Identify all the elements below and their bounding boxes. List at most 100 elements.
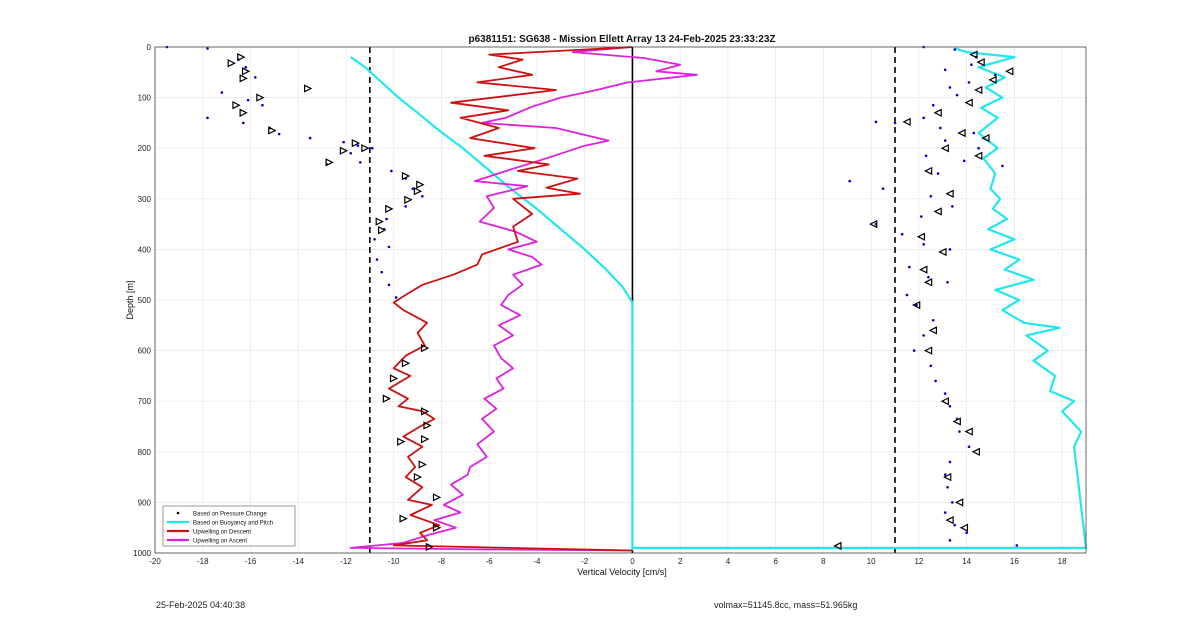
pressure-point (946, 280, 949, 284)
x-tick-label: -18 (197, 557, 209, 566)
triangle-marker (418, 460, 427, 469)
triangle-marker (401, 359, 411, 368)
x-tick-label: 16 (1010, 557, 1019, 566)
plot-frame (154, 46, 1087, 554)
x-tick-label: -14 (292, 557, 304, 566)
pressure-point (931, 318, 935, 322)
pressure-point (387, 283, 391, 287)
pressure-point (308, 136, 312, 140)
x-tick-label: 14 (962, 557, 971, 566)
upwelling-descent-line (387, 46, 633, 552)
triangle-marker (933, 108, 942, 117)
y-tick-label: 600 (138, 347, 152, 356)
buoyancy-ascent-line (632, 47, 1088, 550)
x-tick-label: -10 (388, 557, 400, 566)
pressure-point (242, 121, 245, 125)
legend: Based on Pressure Change Based on Buoyanc… (162, 505, 296, 547)
pressure-point (948, 460, 952, 464)
y-tick-label: 700 (138, 397, 152, 406)
pressure-point (375, 258, 379, 261)
triangle-marker (976, 58, 985, 67)
pressure-point (919, 215, 923, 218)
pressure-point (946, 485, 949, 489)
pressure-point (881, 187, 885, 190)
pressure-point (936, 172, 940, 175)
y-tick-label: 0 (147, 43, 152, 52)
triangle-marker (952, 417, 961, 426)
triangle-marker (868, 219, 878, 229)
chart-title: p6381151: SG638 - Mission Ellett Array 1… (468, 34, 775, 45)
pressure-point (922, 116, 925, 120)
x-tick-label: 2 (678, 557, 683, 566)
pressure-point (246, 98, 250, 102)
pressure-point (874, 120, 878, 124)
traces (349, 46, 1088, 552)
pressure-point (206, 116, 209, 120)
triangle-marker (239, 74, 248, 83)
pressure-point (922, 243, 925, 246)
y-tick-label: 300 (138, 195, 152, 204)
triangle-marker (401, 171, 411, 181)
pressure-point (953, 48, 957, 51)
triangle-marker (971, 447, 980, 456)
x-tick-label: 8 (821, 557, 826, 566)
triangle-marker (833, 541, 842, 551)
pressure-point (342, 140, 345, 144)
pressure-point (373, 237, 376, 241)
triangle-marker (964, 427, 973, 436)
pressure-point (349, 151, 353, 155)
triangle-marker (239, 108, 248, 117)
x-tick-label: -6 (486, 557, 494, 566)
y-tick-label: 200 (138, 144, 152, 153)
pressure-point (962, 159, 966, 163)
tick-labels: -20 -18 -16 -14 -12 -10 -8 -6 -4 -2 0 2 4 6 8 10 12 14 16 1… (133, 43, 1067, 566)
pressure-point (948, 86, 952, 89)
triangle-marker (351, 138, 361, 148)
pressure-point (943, 511, 947, 514)
triangle-marker (945, 189, 954, 198)
pressure-point (967, 445, 971, 449)
pressure-point (206, 47, 209, 50)
x-axis-label: Vertical Velocity [cm/s] (577, 567, 667, 577)
triangle-marker (425, 542, 435, 552)
pressure-point (948, 539, 952, 542)
legend-entry: Based on Buoyancy and Pitch (193, 521, 273, 527)
pressure-point (951, 205, 954, 208)
triangle-marker (969, 50, 978, 59)
triangle-marker (385, 204, 394, 214)
y-tick-label: 100 (138, 94, 152, 103)
triangle-marker (227, 59, 236, 68)
y-tick-label: 500 (138, 296, 152, 305)
footer-mass-info: volmax=51145.8cc, mass=51.965kg (714, 600, 858, 610)
triangle-marker (241, 67, 251, 76)
x-tick-label: 6 (773, 557, 778, 566)
pressure-point (394, 296, 398, 299)
y-tick-label: 400 (138, 245, 152, 254)
triangle-marker (923, 346, 933, 355)
y-tick-label: 900 (138, 498, 152, 507)
pressure-point (924, 154, 928, 158)
triangle-marker (432, 523, 442, 532)
triangle-marker (382, 394, 392, 403)
pressure-point (404, 205, 407, 208)
legend-entry: Upwelling on Ascent (193, 539, 247, 545)
triangle-marker (256, 93, 265, 102)
pressure-point (943, 139, 947, 142)
x-tick-label: 4 (726, 557, 731, 566)
triangle-marker (432, 493, 442, 502)
triangle-marker (361, 144, 370, 153)
pressure-point (965, 531, 968, 535)
pressure-point (931, 103, 935, 107)
pressure-point (261, 103, 264, 107)
triangle-marker (923, 166, 933, 176)
pressure-point (927, 275, 930, 279)
pressure-point (390, 169, 393, 173)
triangle-marker (902, 117, 911, 127)
pressure-point (380, 270, 384, 274)
pressure-point (967, 81, 971, 84)
triangle-marker (420, 434, 430, 444)
pressure-point (912, 349, 916, 352)
triangle-marker (928, 326, 938, 335)
triangle-marker (399, 514, 408, 523)
